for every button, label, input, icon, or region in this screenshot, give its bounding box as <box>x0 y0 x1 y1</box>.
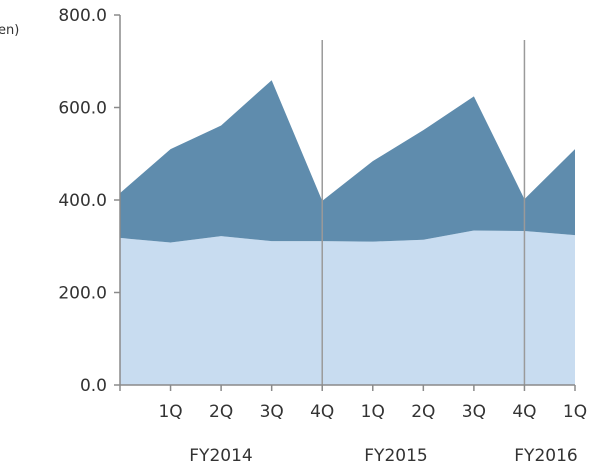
y-tick-labels: 0.0 200.0 400.0 600.0 800.0 <box>58 6 107 396</box>
x-tick-label: 2Q <box>209 402 233 422</box>
x-tick-label: 4Q <box>310 402 334 422</box>
x-tick-label: 1Q <box>563 402 587 422</box>
y-tick-label: 0.0 <box>80 376 107 396</box>
fiscal-year-labels: FY2014 FY2015 FY2016 <box>189 446 577 466</box>
area-series-1 <box>120 230 575 385</box>
fiscal-year-label: FY2014 <box>189 446 252 466</box>
x-tick-label: 4Q <box>512 402 536 422</box>
axis-ticks <box>114 14 576 391</box>
areas-layer <box>120 80 575 385</box>
y-unit-label: en) <box>0 23 19 38</box>
y-tick-label: 400.0 <box>58 191 107 211</box>
area-series-2 <box>120 80 575 243</box>
x-tick-label: 3Q <box>462 402 486 422</box>
fiscal-year-label: FY2016 <box>514 446 577 466</box>
x-tick-label: 1Q <box>361 402 385 422</box>
y-tick-label: 600.0 <box>58 99 107 119</box>
x-tick-label: 3Q <box>260 402 284 422</box>
x-tick-labels: 1Q 2Q 3Q 4Q 1Q 2Q 3Q 4Q 1Q <box>158 402 587 422</box>
x-tick-label: 1Q <box>158 402 182 422</box>
fiscal-year-label: FY2015 <box>364 446 427 466</box>
x-tick-label: 2Q <box>411 402 435 422</box>
y-tick-label: 800.0 <box>58 6 107 26</box>
fiscal-year-separators <box>321 40 526 385</box>
y-tick-label: 200.0 <box>58 284 107 304</box>
